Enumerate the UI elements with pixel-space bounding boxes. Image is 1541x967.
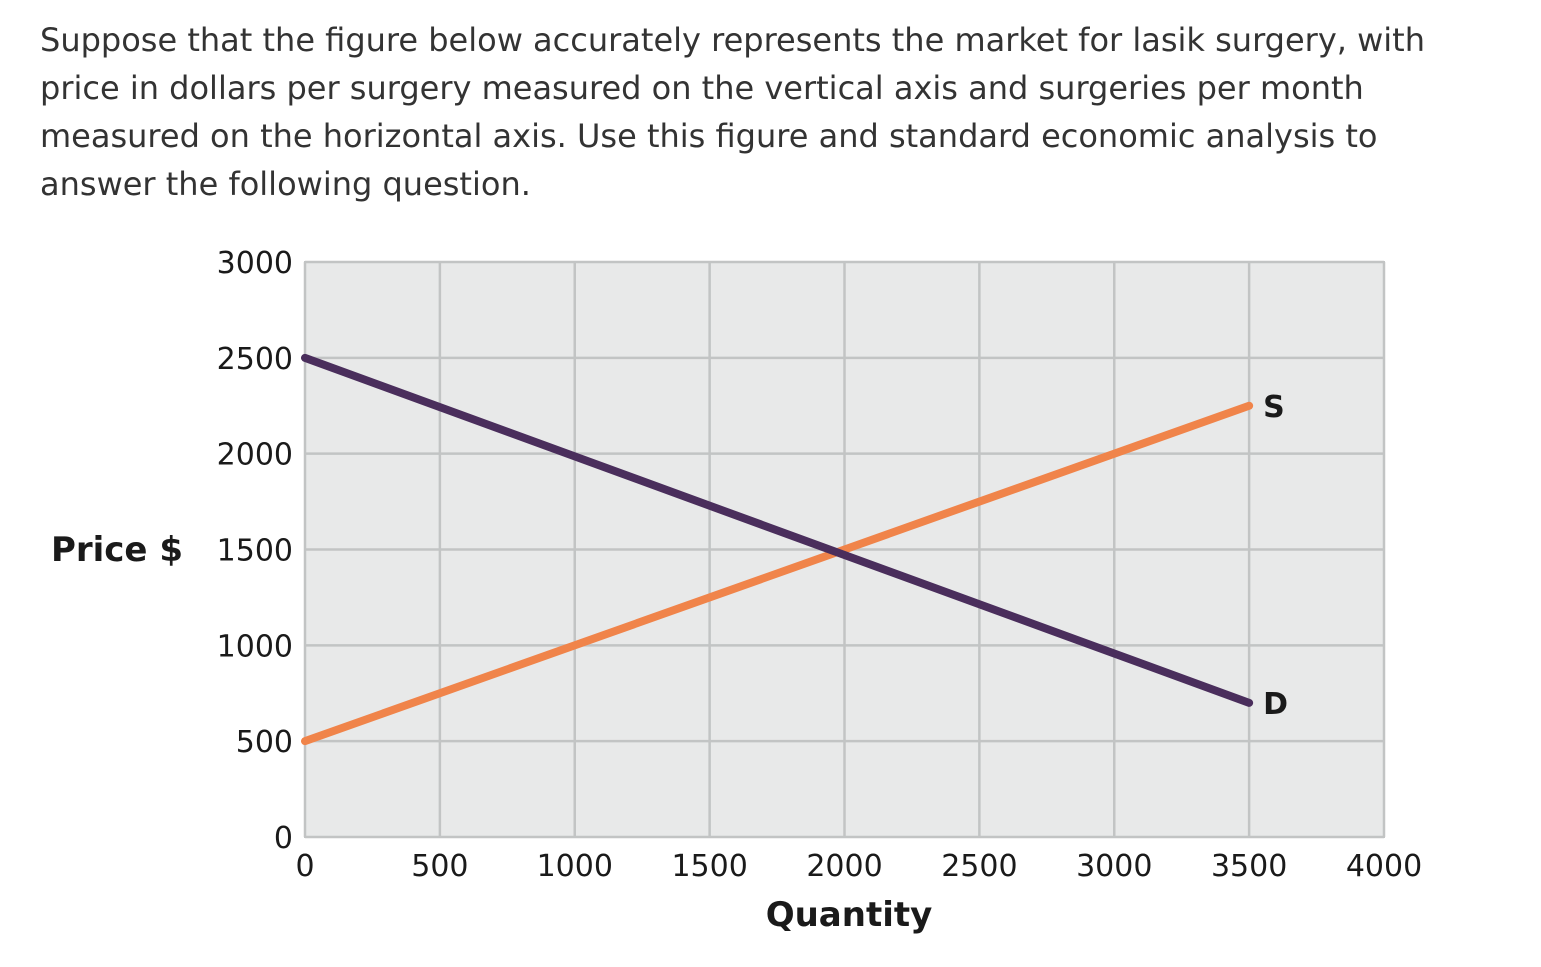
x-tick-label: 1000 xyxy=(537,849,613,884)
y-tick-label: 3000 xyxy=(217,246,293,281)
question-text: Suppose that the figure below accurately… xyxy=(40,21,1425,203)
series-line-d xyxy=(301,353,1254,707)
series-label-s: S xyxy=(1263,390,1285,425)
y-axis-title: Price $ xyxy=(51,530,183,570)
x-tick-label: 4000 xyxy=(1346,849,1422,884)
x-tick-labels: 0 500 1000 1500 2000 2500 3000 3500 4000 xyxy=(295,849,1422,884)
y-tick-label: 2000 xyxy=(217,438,293,473)
x-tick-label: 0 xyxy=(295,849,314,884)
y-tick-label: 0 xyxy=(274,821,293,856)
y-tick-label: 500 xyxy=(236,725,293,760)
series-lines xyxy=(301,353,1254,746)
x-tick-label: 1500 xyxy=(671,849,747,884)
x-tick-label: 500 xyxy=(411,849,468,884)
x-tick-label: 2500 xyxy=(941,849,1017,884)
series-labels: SD xyxy=(1263,390,1288,722)
x-tick-label: 3000 xyxy=(1076,849,1152,884)
y-tick-label: 1000 xyxy=(217,629,293,664)
series-line-s xyxy=(301,401,1254,746)
x-tick-label: 3500 xyxy=(1211,849,1287,884)
x-axis-title: Quantity xyxy=(766,895,933,935)
y-tick-label: 1500 xyxy=(217,534,293,569)
y-tick-label: 2500 xyxy=(217,342,293,377)
y-tick-labels: 0 500 1000 1500 2000 2500 3000 xyxy=(217,246,293,856)
series-label-d: D xyxy=(1263,687,1288,722)
x-tick-label: 2000 xyxy=(806,849,882,884)
